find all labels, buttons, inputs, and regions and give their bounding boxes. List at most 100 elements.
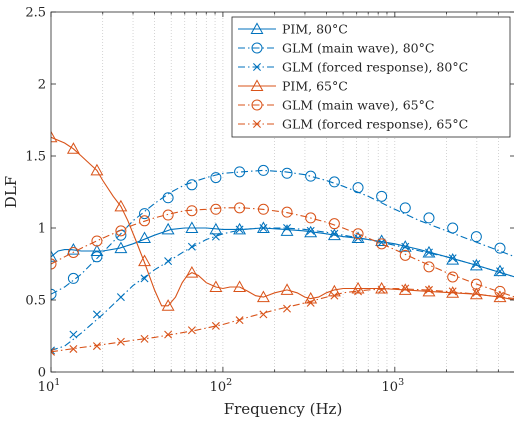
- x-marker: [164, 257, 173, 266]
- circle-marker: [186, 205, 198, 217]
- y-tick-label: 0.5: [25, 294, 46, 309]
- circle-marker: [423, 212, 435, 224]
- circle-marker: [494, 242, 506, 254]
- x-marker: [448, 287, 457, 296]
- series-6: [51, 284, 514, 356]
- circle-marker: [328, 176, 340, 188]
- x-marker: [51, 347, 55, 356]
- circle-marker: [251, 42, 263, 54]
- x-marker: [330, 291, 339, 300]
- circle-marker: [376, 190, 388, 202]
- triangle-marker: [114, 241, 128, 254]
- circle-marker: [352, 228, 364, 240]
- legend-label: PIM, 65°C: [282, 79, 348, 94]
- x-marker: [472, 260, 481, 268]
- x-marker: [235, 225, 244, 234]
- circle-marker: [210, 203, 222, 215]
- circle-marker: [91, 235, 103, 247]
- x-marker: [259, 310, 268, 319]
- axes: 0 0.5 1 1.5 2 2.5 101 102 103: [25, 6, 514, 395]
- x-marker: [235, 316, 244, 325]
- triangle-marker: [250, 22, 264, 34]
- series-2: [51, 164, 514, 300]
- x-tick-label: 101: [38, 377, 61, 395]
- x-marker: [330, 229, 339, 238]
- triangle-marker: [161, 299, 175, 311]
- x-tick-label: 103: [382, 377, 405, 395]
- series-3: [51, 224, 514, 355]
- series-layer: [51, 130, 514, 356]
- legend-label: GLM (forced response), 65°C: [282, 117, 468, 132]
- legend: PIM, 80°C GLM (main wave), 80°C GLM (force…: [231, 16, 511, 138]
- circle-marker: [470, 231, 482, 243]
- x-marker: [259, 224, 268, 232]
- triangle-marker: [114, 199, 128, 212]
- x-marker: [472, 288, 481, 297]
- circle-marker: [210, 172, 222, 184]
- triangle-marker: [161, 222, 175, 235]
- circle-marker: [51, 288, 57, 300]
- series-line: [51, 136, 514, 307]
- x-marker: [92, 310, 101, 319]
- circle-marker: [251, 99, 263, 111]
- circle-marker: [162, 209, 174, 221]
- y-tick-label: 1.5: [25, 150, 46, 165]
- circle-marker: [305, 212, 317, 224]
- triangle-marker: [233, 280, 247, 293]
- triangle-marker: [256, 290, 270, 303]
- triangle-marker: [209, 280, 223, 293]
- triangle-marker: [90, 244, 104, 257]
- x-marker: [306, 226, 315, 235]
- series-1: [51, 221, 514, 278]
- circle-marker: [139, 208, 151, 220]
- triangle-marker: [66, 142, 80, 154]
- x-marker: [140, 334, 149, 343]
- circle-marker: [281, 167, 293, 179]
- circle-marker: [115, 225, 127, 237]
- triangle-marker: [493, 264, 507, 277]
- circle-marker: [51, 258, 57, 270]
- legend-box: [231, 16, 511, 138]
- circle-marker: [139, 215, 151, 227]
- series-line: [51, 169, 514, 295]
- x-marker: [306, 298, 315, 307]
- legend-label: GLM (main wave), 65°C: [282, 98, 434, 113]
- triangle-marker: [304, 225, 318, 238]
- legend-label: GLM (forced response), 80°C: [282, 60, 468, 75]
- triangle-marker: [185, 221, 199, 233]
- x-marker: [51, 346, 55, 355]
- triangle-marker: [209, 222, 223, 235]
- circle-marker: [352, 182, 364, 194]
- circle-marker: [281, 206, 293, 218]
- x-marker: [448, 254, 457, 263]
- y-tick-label: 2.5: [25, 6, 46, 21]
- x-marker: [424, 248, 433, 257]
- x-marker: [253, 120, 261, 128]
- triangle-marker: [250, 79, 264, 91]
- grid-lines: [102, 12, 499, 372]
- circle-marker: [91, 251, 103, 263]
- triangle-marker: [280, 283, 294, 295]
- triangle-marker: [256, 221, 270, 233]
- x-marker: [92, 342, 101, 351]
- x-marker: [253, 63, 261, 71]
- series-5: [51, 202, 514, 298]
- circle-marker: [234, 166, 246, 178]
- circle-marker: [257, 203, 269, 215]
- circle-marker: [67, 272, 79, 284]
- x-tick-label: 102: [210, 377, 233, 395]
- y-axis-title: DLF: [2, 176, 20, 208]
- plot-frame: [50, 11, 514, 373]
- triangle-marker: [138, 254, 151, 267]
- triangle-marker: [469, 287, 483, 300]
- circle-marker: [423, 261, 435, 273]
- triangle-marker: [138, 231, 151, 244]
- x-marker: [164, 330, 173, 339]
- x-marker: [187, 326, 196, 335]
- triangle-marker: [185, 266, 199, 278]
- triangle-marker: [375, 234, 389, 246]
- x-axis-title: Frequency (Hz): [224, 400, 343, 418]
- x-marker: [140, 274, 149, 283]
- x-marker: [283, 304, 292, 313]
- series-line: [51, 227, 514, 351]
